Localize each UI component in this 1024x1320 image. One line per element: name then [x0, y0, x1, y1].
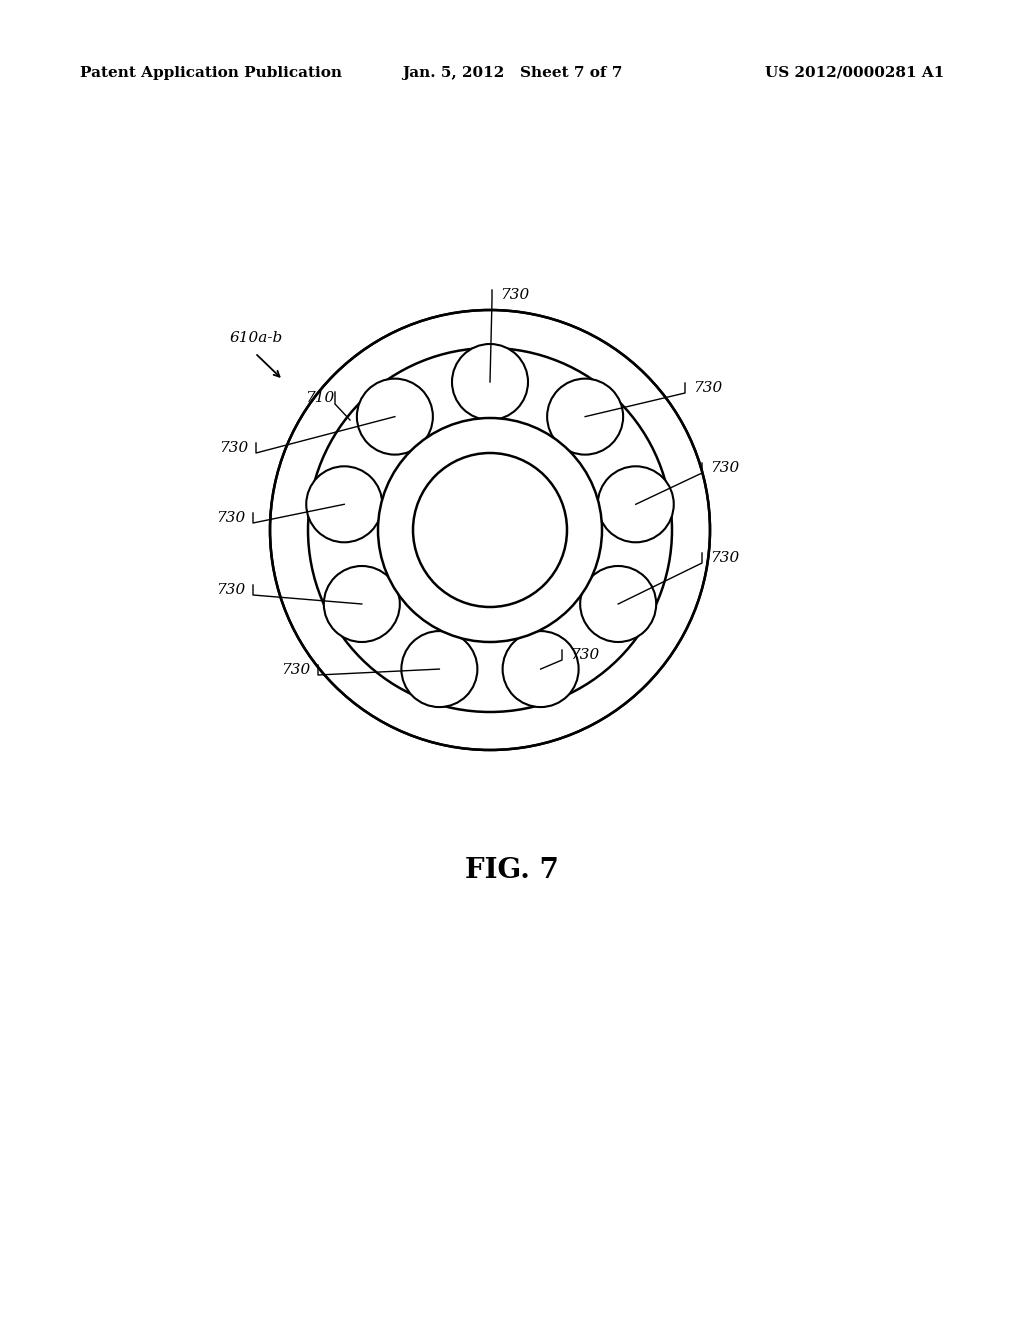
Text: 730: 730 [710, 550, 739, 565]
Circle shape [547, 379, 624, 454]
Circle shape [503, 631, 579, 708]
Text: Jan. 5, 2012   Sheet 7 of 7: Jan. 5, 2012 Sheet 7 of 7 [401, 66, 623, 81]
Text: FIG. 7: FIG. 7 [465, 857, 559, 883]
Text: 730: 730 [281, 663, 310, 677]
Circle shape [324, 566, 399, 642]
Circle shape [452, 345, 528, 420]
Text: 720: 720 [430, 520, 459, 535]
Text: Patent Application Publication: Patent Application Publication [80, 66, 342, 81]
Circle shape [308, 348, 672, 711]
Text: 610a-b: 610a-b [230, 331, 284, 345]
Text: 730: 730 [500, 288, 529, 302]
Text: 730: 730 [216, 583, 245, 597]
Circle shape [378, 418, 602, 642]
Text: 730: 730 [216, 511, 245, 525]
Text: 730: 730 [219, 441, 248, 455]
Text: 730: 730 [693, 381, 722, 395]
Circle shape [401, 631, 477, 708]
Circle shape [357, 379, 433, 454]
Text: 710: 710 [305, 391, 334, 405]
Circle shape [581, 566, 656, 642]
Circle shape [270, 310, 710, 750]
Circle shape [306, 466, 382, 543]
Text: 730: 730 [710, 461, 739, 475]
Text: 730: 730 [570, 648, 599, 663]
Circle shape [413, 453, 567, 607]
Text: US 2012/0000281 A1: US 2012/0000281 A1 [765, 66, 944, 81]
Circle shape [598, 466, 674, 543]
